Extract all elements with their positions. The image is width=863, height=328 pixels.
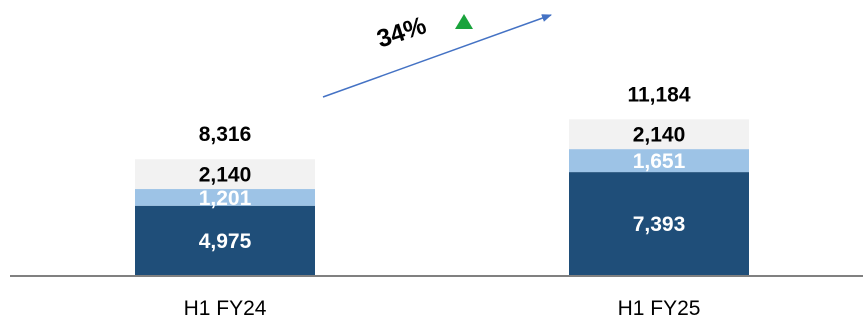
growth-percent-label: 34% xyxy=(373,11,429,53)
bar-segment-bottom xyxy=(569,172,749,275)
data-label: 2,140 xyxy=(633,124,686,147)
growth-arrow xyxy=(322,14,552,98)
category-label: H1 FY24 xyxy=(184,297,267,320)
total-label: 11,184 xyxy=(627,83,690,106)
bar-segment-middle xyxy=(569,149,749,173)
data-label: 4,975 xyxy=(199,230,252,253)
up-triangle-icon xyxy=(455,14,473,29)
bar-segment-top xyxy=(569,119,749,150)
data-label: 1,201 xyxy=(199,187,252,210)
total-label: 8,316 xyxy=(199,123,252,146)
growth-annotation: 34% xyxy=(322,11,552,98)
data-label: 1,651 xyxy=(633,150,686,173)
category-label: H1 FY25 xyxy=(618,297,701,320)
data-label: 2,140 xyxy=(199,164,252,187)
data-label: 7,393 xyxy=(633,213,686,236)
bar-segment-bottom xyxy=(135,205,315,275)
bar-segment-middle xyxy=(135,189,315,206)
bar-segment-top xyxy=(135,159,315,190)
bars-group xyxy=(135,119,749,275)
